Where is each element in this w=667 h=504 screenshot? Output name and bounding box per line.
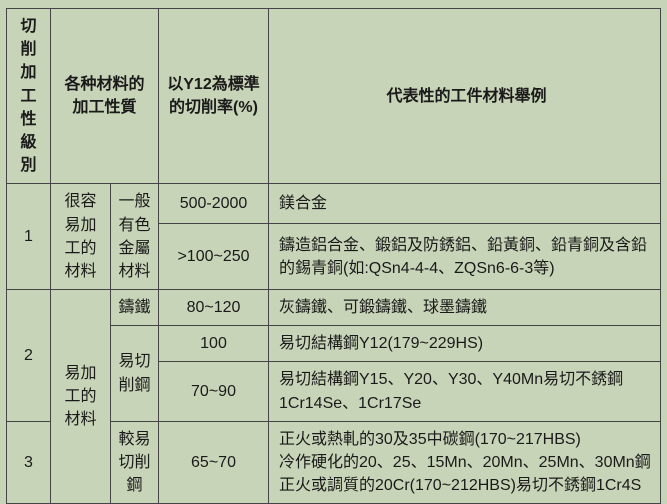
example-cell: 鑄造鋁合金、鍛鋁及防銹鋁、鉛黃銅、鉛青銅及含鉛的錫青銅(如:QSn4-4-4、Z…: [269, 224, 661, 290]
group2-cell: 易切削鋼: [111, 326, 159, 422]
example-cell: 正火或熱軋的30及35中碳鋼(170~217HBS)冷作硬化的20、25、15M…: [269, 421, 661, 504]
col-header-material-nature: 各种材料的加工性質: [51, 9, 159, 184]
header-row: 切削加工性級別 各种材料的加工性質 以Y12為標準的切削率(%) 代表性的工件材…: [7, 9, 661, 184]
rate-cell: 100: [159, 326, 269, 362]
machinability-table: 切削加工性級別 各种材料的加工性質 以Y12為標準的切削率(%) 代表性的工件材…: [6, 8, 661, 504]
rate-cell: 80~120: [159, 290, 269, 326]
example-cell: 灰鑄鐵、可鍛鑄鐵、球墨鑄鐵: [269, 290, 661, 326]
grade-cell: 2: [7, 290, 51, 422]
col-header-rate: 以Y12為標準的切削率(%): [159, 9, 269, 184]
group1-cell: 易加工的材料: [51, 290, 111, 504]
rate-cell: 500-2000: [159, 184, 269, 224]
grade-cell: 1: [7, 184, 51, 290]
example-cell: 易切結構鋼Y15、Y20、Y30、Y40Mn易切不銹鋼1Cr14Se、1Cr17…: [269, 362, 661, 421]
rate-cell: 70~90: [159, 362, 269, 421]
group2-cell: 鑄鐵: [111, 290, 159, 326]
group2-cell: 較易切削鋼: [111, 421, 159, 504]
col-header-grade: 切削加工性級別: [7, 9, 51, 184]
rate-cell: >100~250: [159, 224, 269, 290]
grade-cell: 3: [7, 421, 51, 504]
group2-cell: 一般有色金屬材料: [111, 184, 159, 290]
rate-cell: 65~70: [159, 421, 269, 504]
example-cell: 鎂合金: [269, 184, 661, 224]
table-row: 1 很容易加工的材料 一般有色金屬材料 500-2000 鎂合金: [7, 184, 661, 224]
example-cell: 易切結構鋼Y12(179~229HS): [269, 326, 661, 362]
table-row: 2 易加工的材料 鑄鐵 80~120 灰鑄鐵、可鍛鑄鐵、球墨鑄鐵: [7, 290, 661, 326]
col-header-example: 代表性的工件材料舉例: [269, 9, 661, 184]
group1-cell: 很容易加工的材料: [51, 184, 111, 290]
